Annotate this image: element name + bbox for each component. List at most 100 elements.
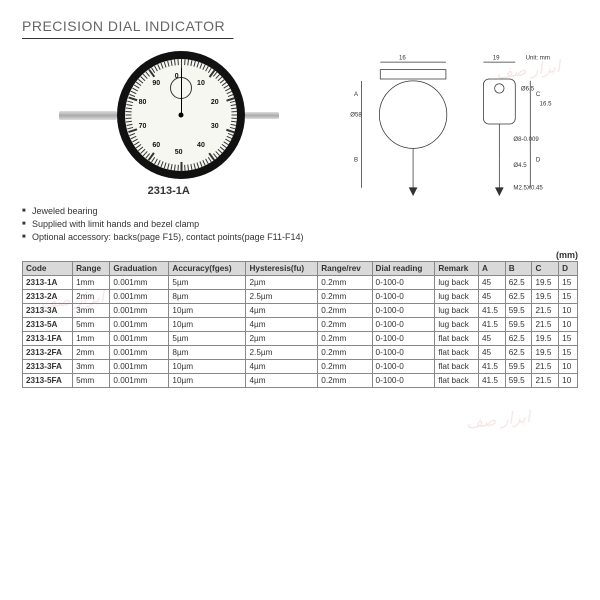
dial-number: 20 bbox=[211, 99, 219, 106]
dial-indicator-illustration: 0102030405060708090 bbox=[59, 51, 279, 179]
bullet-item: Optional accessory: backs(page F15), con… bbox=[22, 231, 578, 244]
table-row: 2313-2A2mm0.001mm8µm2.5µm0.2mm0-100-0lug… bbox=[23, 290, 578, 304]
table-cell: 21.5 bbox=[532, 318, 559, 332]
table-cell: 2mm bbox=[73, 346, 110, 360]
dial-number: 0 bbox=[175, 73, 179, 80]
table-row: 2313-1FA1mm0.001mm5µm2µm0.2mm0-100-0flat… bbox=[23, 332, 578, 346]
table-header-cell: Range/rev bbox=[318, 262, 372, 276]
table-cell: 3mm bbox=[73, 304, 110, 318]
table-row: 2313-3A3mm0.001mm10µm4µm0.2mm0-100-0lug … bbox=[23, 304, 578, 318]
svg-text:Ø58: Ø58 bbox=[351, 112, 363, 119]
table-cell: 2313-1FA bbox=[23, 332, 73, 346]
table-cell: 10µm bbox=[169, 360, 246, 374]
table-cell: 15 bbox=[559, 332, 578, 346]
svg-text:C: C bbox=[536, 91, 541, 98]
table-cell: 10µm bbox=[169, 318, 246, 332]
table-cell: 19.5 bbox=[532, 290, 559, 304]
svg-text:B: B bbox=[354, 157, 358, 164]
table-cell: 10 bbox=[559, 374, 578, 388]
table-cell: 5µm bbox=[169, 332, 246, 346]
dial-number: 90 bbox=[152, 80, 160, 87]
table-cell: 10 bbox=[559, 304, 578, 318]
table-cell: 0.2mm bbox=[318, 276, 372, 290]
table-cell: 0.001mm bbox=[110, 346, 169, 360]
table-cell: 0-100-0 bbox=[372, 318, 435, 332]
table-unit-note: (mm) bbox=[22, 250, 578, 260]
table-cell: 0.001mm bbox=[110, 332, 169, 346]
feature-bullets: Jeweled bearing Supplied with limit hand… bbox=[22, 205, 578, 244]
table-cell: 5mm bbox=[73, 374, 110, 388]
table-cell: 0.001mm bbox=[110, 304, 169, 318]
dial-number: 30 bbox=[211, 123, 219, 130]
table-cell: 5mm bbox=[73, 318, 110, 332]
table-cell: 8µm bbox=[169, 346, 246, 360]
table-cell: 2mm bbox=[73, 290, 110, 304]
table-header-cell: D bbox=[559, 262, 578, 276]
table-cell: 0-100-0 bbox=[372, 304, 435, 318]
stem-left bbox=[59, 111, 117, 120]
hero-section: 0102030405060708090 2313-1A bbox=[22, 49, 578, 199]
model-label: 2313-1A bbox=[148, 185, 190, 197]
table-header-cell: Accuracy(fges) bbox=[169, 262, 246, 276]
table-cell: 0.001mm bbox=[110, 374, 169, 388]
svg-text:16.5: 16.5 bbox=[540, 100, 552, 107]
table-body: 2313-1A1mm0.001mm5µm2µm0.2mm0-100-0lug b… bbox=[23, 276, 578, 388]
table-cell: 62.5 bbox=[505, 346, 532, 360]
bullet-item: Supplied with limit hands and bezel clam… bbox=[22, 218, 578, 231]
product-photo-area: 0102030405060708090 2313-1A bbox=[22, 49, 315, 199]
table-cell: 4µm bbox=[246, 374, 318, 388]
table-cell: 2313-2A bbox=[23, 290, 73, 304]
table-header-cell: Range bbox=[73, 262, 110, 276]
svg-text:A: A bbox=[354, 91, 359, 98]
dial-number: 50 bbox=[175, 149, 183, 156]
table-cell: 21.5 bbox=[532, 374, 559, 388]
center-dot bbox=[178, 113, 183, 118]
table-cell: 4µm bbox=[246, 318, 318, 332]
table-row: 2313-5A5mm0.001mm10µm4µm0.2mm0-100-0lug … bbox=[23, 318, 578, 332]
title-underline bbox=[22, 38, 578, 39]
table-cell: 2µm bbox=[246, 276, 318, 290]
table-cell: 19.5 bbox=[532, 276, 559, 290]
table-cell: 4µm bbox=[246, 304, 318, 318]
table-cell: 0-100-0 bbox=[372, 360, 435, 374]
table-cell: 21.5 bbox=[532, 304, 559, 318]
table-cell: 0.001mm bbox=[110, 290, 169, 304]
table-cell: flat back bbox=[435, 332, 479, 346]
table-header-cell: Code bbox=[23, 262, 73, 276]
table-cell: lug back bbox=[435, 290, 479, 304]
bullet-item: Jeweled bearing bbox=[22, 205, 578, 218]
table-header-row: CodeRangeGraduationAccuracy(fges)Hystere… bbox=[23, 262, 578, 276]
svg-text:M2.5X0.45: M2.5X0.45 bbox=[514, 185, 544, 192]
table-cell: flat back bbox=[435, 374, 479, 388]
table-cell: 0-100-0 bbox=[372, 332, 435, 346]
table-cell: 5µm bbox=[169, 276, 246, 290]
table-cell: 62.5 bbox=[505, 332, 532, 346]
table-header-cell: Remark bbox=[435, 262, 479, 276]
table-cell: 0.001mm bbox=[110, 276, 169, 290]
table-cell: 2313-2FA bbox=[23, 346, 73, 360]
table-cell: 41.5 bbox=[479, 318, 506, 332]
table-cell: 1mm bbox=[73, 276, 110, 290]
dial-number: 10 bbox=[197, 80, 205, 87]
table-header-cell: B bbox=[505, 262, 532, 276]
table-cell: 59.5 bbox=[505, 304, 532, 318]
table-cell: 10 bbox=[559, 360, 578, 374]
table-cell: 2313-5FA bbox=[23, 374, 73, 388]
table-cell: 0.2mm bbox=[318, 374, 372, 388]
table-cell: 2313-3FA bbox=[23, 360, 73, 374]
table-row: 2313-3FA3mm0.001mm10µm4µm0.2mm0-100-0fla… bbox=[23, 360, 578, 374]
svg-text:D: D bbox=[536, 157, 541, 164]
table-cell: 1mm bbox=[73, 332, 110, 346]
table-cell: lug back bbox=[435, 276, 479, 290]
table-cell: 45 bbox=[479, 276, 506, 290]
table-cell: lug back bbox=[435, 318, 479, 332]
needle bbox=[181, 67, 182, 115]
table-cell: 2313-3A bbox=[23, 304, 73, 318]
dial-face: 0102030405060708090 bbox=[125, 59, 237, 171]
table-cell: 2313-1A bbox=[23, 276, 73, 290]
table-cell: 41.5 bbox=[479, 360, 506, 374]
table-cell: 0-100-0 bbox=[372, 374, 435, 388]
table-header-cell: A bbox=[479, 262, 506, 276]
table-cell: 15 bbox=[559, 290, 578, 304]
table-cell: 3mm bbox=[73, 360, 110, 374]
